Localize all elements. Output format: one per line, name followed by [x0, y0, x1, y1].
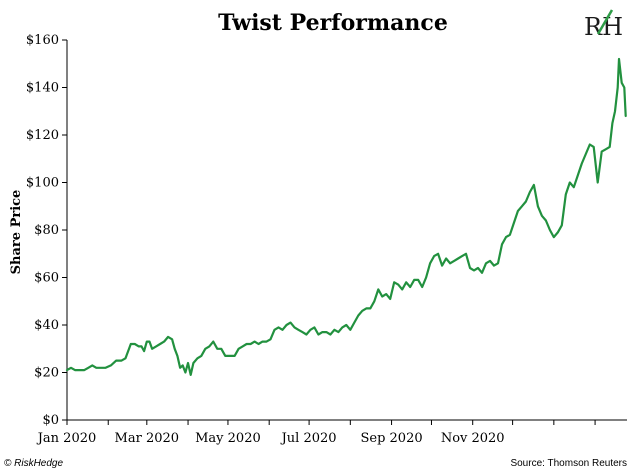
chart-title: Twist Performance [218, 10, 448, 36]
x-tick-label: Jul 2020 [280, 431, 337, 446]
x-tick-label: Sep 2020 [360, 431, 422, 446]
series [65, 57, 627, 376]
x-ticks: Jan 2020 Mar 2020 May 2020 Jul 2020 Sep 2020… [36, 420, 596, 446]
x-tick-label: Jan 2020 [36, 431, 97, 446]
logo-swoosh-icon [596, 9, 614, 35]
y-tick-label: $140 [26, 81, 59, 96]
y-tick-label: $60 [34, 271, 59, 286]
footer-copyright: © RiskHedge [4, 458, 63, 469]
y-tick-label: $80 [34, 223, 59, 238]
y-tick-label: $100 [26, 176, 59, 191]
x-tick-label: Nov 2020 [441, 431, 505, 446]
x-tick-label: May 2020 [195, 431, 261, 446]
logo: RH [584, 9, 623, 41]
y-ticks: $0 $20 $40 $60 $80 $100 $120 $140 $160 [26, 33, 67, 428]
y-tick-label: $20 [34, 366, 59, 381]
y-tick-label: $160 [26, 33, 59, 48]
y-tick-label: $120 [26, 128, 59, 143]
series-line-0 [65, 57, 627, 376]
axes [66, 40, 627, 421]
y-tick-label: $0 [42, 413, 59, 428]
footer-source: Source: Thomson Reuters [510, 458, 627, 469]
y-axis-label: Share Price [9, 190, 24, 275]
y-tick-label: $40 [34, 318, 59, 333]
x-tick-label: Mar 2020 [115, 431, 180, 446]
